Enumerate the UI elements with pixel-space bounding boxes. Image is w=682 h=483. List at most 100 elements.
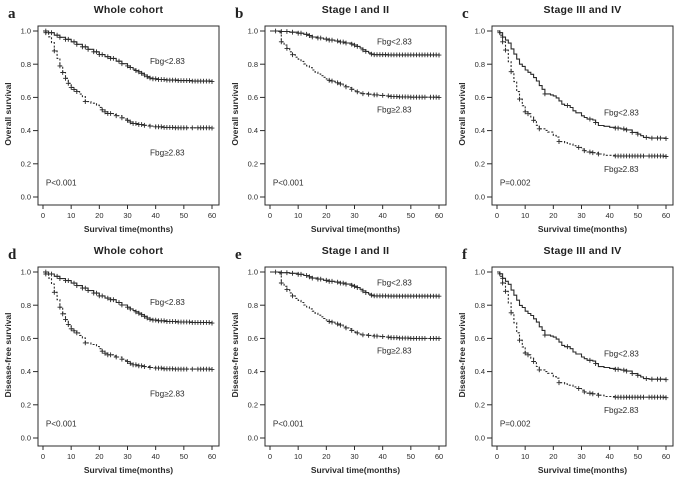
svg-text:0: 0 <box>495 211 499 220</box>
svg-text:30: 30 <box>577 211 585 220</box>
svg-text:1.0: 1.0 <box>248 268 258 277</box>
svg-text:0.6: 0.6 <box>21 334 31 343</box>
svg-text:Fbg≥2.83: Fbg≥2.83 <box>377 346 412 355</box>
svg-text:20: 20 <box>322 452 330 461</box>
svg-text:1.0: 1.0 <box>21 268 31 277</box>
svg-text:Fbg<2.83: Fbg<2.83 <box>377 37 412 46</box>
svg-text:30: 30 <box>350 211 358 220</box>
svg-text:0.2: 0.2 <box>21 400 31 409</box>
svg-text:Overall survival: Overall survival <box>457 82 467 145</box>
svg-text:30: 30 <box>123 211 131 220</box>
svg-text:30: 30 <box>350 452 358 461</box>
svg-text:0.6: 0.6 <box>248 334 258 343</box>
svg-text:0.4: 0.4 <box>248 367 258 376</box>
svg-text:0: 0 <box>41 211 45 220</box>
svg-text:50: 50 <box>634 211 642 220</box>
svg-text:10: 10 <box>521 211 529 220</box>
survival-plot-e: 0 10 20 30 40 50 60 0.0 0.2 0.4 0.6 0.8 1.0 Survival … <box>230 266 447 475</box>
panel-letter-c: c <box>462 6 469 22</box>
svg-text:50: 50 <box>180 452 188 461</box>
svg-text:0.4: 0.4 <box>475 126 485 135</box>
svg-text:P<0.001: P<0.001 <box>273 419 304 428</box>
svg-text:P<0.001: P<0.001 <box>46 178 77 187</box>
svg-text:P=0.002: P=0.002 <box>500 419 531 428</box>
panel-title-a: Whole cohort <box>93 4 164 16</box>
svg-text:Disease-free survival: Disease-free survival <box>457 312 467 397</box>
svg-text:P=0.002: P=0.002 <box>500 178 531 187</box>
svg-text:0.4: 0.4 <box>475 367 485 376</box>
svg-text:40: 40 <box>605 452 613 461</box>
svg-text:1.0: 1.0 <box>21 27 31 36</box>
svg-text:Survival time(months): Survival time(months) <box>538 224 627 234</box>
svg-text:0: 0 <box>268 452 272 461</box>
svg-text:10: 10 <box>294 211 302 220</box>
panel-title-f: Stage III and IV <box>543 245 622 257</box>
svg-text:Fbg<2.83: Fbg<2.83 <box>150 57 185 66</box>
svg-text:0.0: 0.0 <box>248 434 258 443</box>
svg-text:P<0.001: P<0.001 <box>273 178 304 187</box>
svg-text:0.8: 0.8 <box>475 301 485 310</box>
svg-text:60: 60 <box>662 452 670 461</box>
svg-text:0.4: 0.4 <box>248 126 258 135</box>
svg-text:Fbg≥2.83: Fbg≥2.83 <box>377 105 412 114</box>
svg-text:60: 60 <box>662 211 670 220</box>
svg-text:0.4: 0.4 <box>21 367 31 376</box>
svg-text:Fbg≥2.83: Fbg≥2.83 <box>604 406 639 415</box>
svg-text:1.0: 1.0 <box>475 27 485 36</box>
svg-text:40: 40 <box>151 211 159 220</box>
svg-text:0.4: 0.4 <box>21 126 31 135</box>
survival-plot-c: 0 10 20 30 40 50 60 0.0 0.2 0.4 0.6 0.8 1.0 Survival … <box>457 25 674 234</box>
panel-title-b: Stage I and II <box>321 4 390 16</box>
svg-text:20: 20 <box>322 211 330 220</box>
svg-text:10: 10 <box>521 452 529 461</box>
panel-a: a Whole cohort 0 10 20 30 40 50 60 0.0 0.2 0.4 0.6… <box>0 0 227 241</box>
svg-text:0.0: 0.0 <box>21 193 31 202</box>
panel-title-e: Stage I and II <box>321 245 390 257</box>
svg-text:40: 40 <box>378 452 386 461</box>
panel-c: c Stage III and IV 0 10 20 30 40 50 60 0.0 0.2 0.… <box>454 0 681 241</box>
panel-letter-d: d <box>8 247 17 263</box>
svg-text:30: 30 <box>123 452 131 461</box>
panel-letter-b: b <box>235 6 244 22</box>
svg-text:40: 40 <box>378 211 386 220</box>
svg-text:Fbg<2.83: Fbg<2.83 <box>150 298 185 307</box>
svg-text:0: 0 <box>268 211 272 220</box>
svg-text:50: 50 <box>180 211 188 220</box>
svg-text:0.2: 0.2 <box>475 400 485 409</box>
panel-e: e Stage I and II 0 10 20 30 40 50 60 0.0 0.2 0.4 0… <box>227 241 454 483</box>
svg-text:0.8: 0.8 <box>475 60 485 69</box>
svg-text:Survival time(months): Survival time(months) <box>311 465 400 475</box>
survival-plot-a: 0 10 20 30 40 50 60 0.0 0.2 0.4 0.6 0.8 1.0 Survival … <box>3 25 220 234</box>
svg-text:0.8: 0.8 <box>248 60 258 69</box>
svg-text:10: 10 <box>294 452 302 461</box>
svg-text:0.2: 0.2 <box>248 400 258 409</box>
svg-text:0.0: 0.0 <box>475 193 485 202</box>
panel-letter-a: a <box>8 6 16 22</box>
svg-text:40: 40 <box>151 452 159 461</box>
svg-text:20: 20 <box>549 211 557 220</box>
svg-text:0: 0 <box>495 452 499 461</box>
svg-text:20: 20 <box>549 452 557 461</box>
svg-text:30: 30 <box>577 452 585 461</box>
svg-text:0.8: 0.8 <box>248 301 258 310</box>
svg-text:Survival time(months): Survival time(months) <box>84 465 173 475</box>
panel-f: f Stage III and IV 0 10 20 30 40 50 60 0.0 0.2 0.… <box>454 241 681 483</box>
svg-text:40: 40 <box>605 211 613 220</box>
svg-text:Survival time(months): Survival time(months) <box>538 465 627 475</box>
survival-plot-f: 0 10 20 30 40 50 60 0.0 0.2 0.4 0.6 0.8 1.0 Survival … <box>457 266 674 475</box>
svg-text:0: 0 <box>41 452 45 461</box>
svg-text:Survival time(months): Survival time(months) <box>311 224 400 234</box>
svg-text:P<0.001: P<0.001 <box>46 419 77 428</box>
svg-text:0.0: 0.0 <box>21 434 31 443</box>
svg-text:50: 50 <box>407 452 415 461</box>
svg-text:0.2: 0.2 <box>475 159 485 168</box>
panel-b: b Stage I and II 0 10 20 30 40 50 60 0.0 0.2 0.4 0… <box>227 0 454 241</box>
survival-plot-b: 0 10 20 30 40 50 60 0.0 0.2 0.4 0.6 0.8 1.0 Survival … <box>230 25 447 234</box>
svg-text:Fbg≥2.83: Fbg≥2.83 <box>150 390 185 399</box>
svg-text:Overall survival: Overall survival <box>230 82 240 145</box>
svg-text:60: 60 <box>435 211 443 220</box>
svg-text:10: 10 <box>67 452 75 461</box>
svg-text:Overall survival: Overall survival <box>3 82 13 145</box>
svg-text:60: 60 <box>435 452 443 461</box>
